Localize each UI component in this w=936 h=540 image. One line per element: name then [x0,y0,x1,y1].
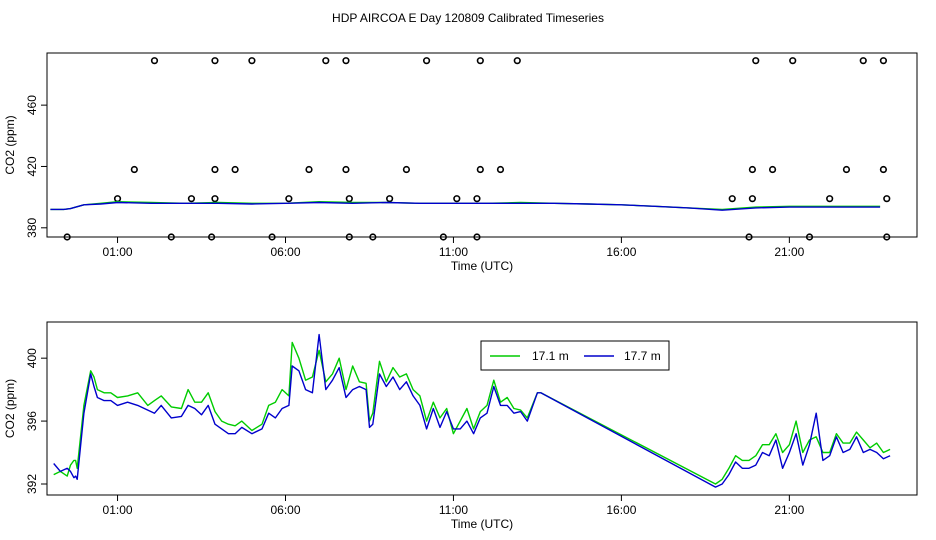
y-tick-label: 400 [25,348,39,368]
y-tick-label: 392 [25,474,39,494]
data-point [805,233,814,241]
data-point [322,57,330,65]
y-tick-label: 460 [25,95,39,115]
data-point [453,195,461,203]
data-point [386,195,394,203]
data-point [268,233,276,241]
data-point [113,195,122,203]
data-point [752,57,760,65]
x-tick-label: 06:00 [270,245,300,259]
y-tick-label: 420 [25,156,39,176]
chart-title: HDP AIRCOA E Day 120809 Calibrated Times… [332,11,604,25]
series-line-17-7-m [53,333,891,488]
data-point [369,233,377,241]
data-point [439,233,447,241]
data-point [211,165,219,174]
x-tick-label: 11:00 [439,503,468,517]
data-point [728,195,736,203]
data-point [211,195,219,203]
data-point [342,165,350,174]
y-axis-label: CO2 (ppm) [3,115,17,174]
data-point [63,233,71,241]
x-tick-label: 11:00 [439,245,468,259]
data-point [345,233,353,241]
legend: 17.1 m 17.7 m [480,340,670,371]
data-point [883,233,891,241]
x-tick-label: 01:00 [103,245,133,259]
data-point [473,233,481,241]
data-point [187,195,196,203]
data-point [745,233,753,241]
x-tick-label: 21:00 [774,503,804,517]
data-point [476,57,484,65]
data-point [859,57,867,65]
data-point [402,165,411,174]
series-line-1 [50,201,881,211]
x-tick-label: 06:00 [270,503,300,517]
x-axis-label: Time (UTC) [451,517,513,531]
y-tick-label: 396 [25,411,39,431]
series-line-17-1-m [53,341,891,485]
legend-label-17-7: 17.7 m [624,349,661,363]
data-point [883,195,891,203]
legend-label-17-1: 17.1 m [532,349,569,363]
data-point [305,165,313,174]
x-tick-label: 01:00 [103,503,133,517]
x-tick-label: 21:00 [774,245,804,259]
x-axis-label: Time (UTC) [451,259,513,273]
lower-panel: 01:00 06:00 11:00 16:00 21:00 Time (UTC) 392 39… [3,321,918,531]
data-point [476,165,484,174]
data-point [789,57,797,65]
x-tick-label: 16:00 [606,245,636,259]
y-axis-label: CO2 (ppm) [3,379,17,438]
data-point [748,195,757,203]
data-point [879,57,888,65]
data-point [826,195,834,203]
data-point [167,233,175,241]
data-point [285,195,293,203]
data-point [842,165,851,174]
data-point [150,57,159,65]
data-point [345,195,353,203]
data-point [748,165,757,174]
data-point [207,233,216,241]
plot-frame [46,52,918,238]
data-point [130,165,138,174]
x-tick-label: 16:00 [606,503,636,517]
data-point [211,57,219,65]
data-point [342,57,350,65]
upper-panel: 01:00 06:00 11:00 16:00 21:00 Time (UTC) 380 42… [3,52,918,273]
data-point [473,195,481,203]
y-tick-label: 380 [25,217,39,237]
data-point [422,57,431,65]
data-point [231,165,239,174]
data-point [513,57,521,65]
data-point [879,165,888,174]
data-point [496,165,505,174]
data-point [248,57,256,65]
plot-frame [46,321,918,496]
data-point [768,165,777,174]
